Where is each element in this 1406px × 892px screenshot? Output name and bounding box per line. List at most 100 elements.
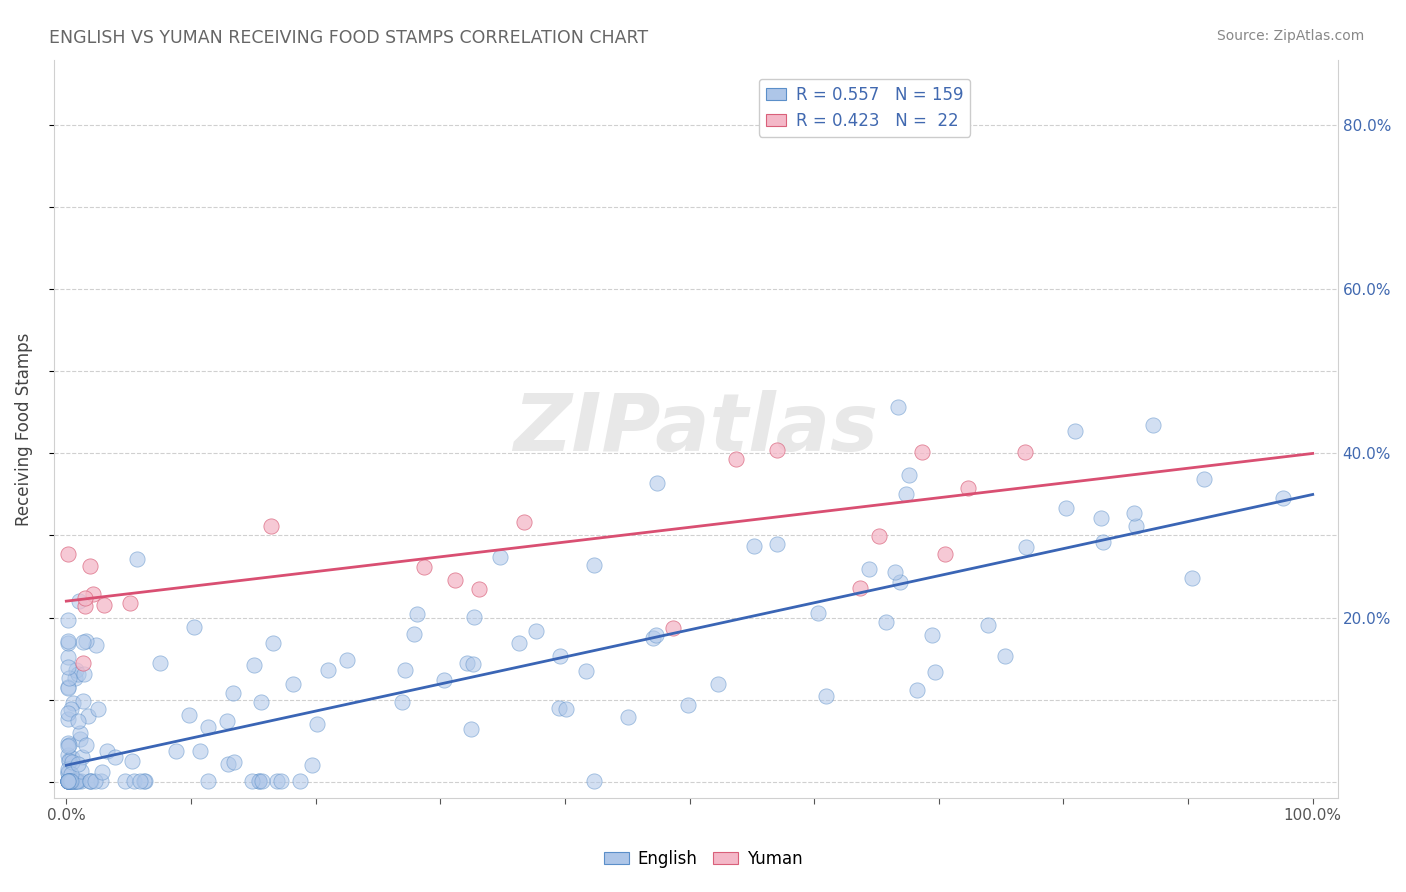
Point <box>1092 534 1115 549</box>
Point <box>1181 571 1204 585</box>
Point <box>87 702 110 716</box>
Point <box>868 529 890 543</box>
Point <box>197 720 219 734</box>
Point <box>645 475 668 490</box>
Point <box>65 773 87 788</box>
Point <box>149 656 172 670</box>
Point <box>197 773 219 788</box>
Point <box>583 773 606 788</box>
Point <box>58 650 80 665</box>
Point <box>66 756 89 771</box>
Point <box>56 633 79 648</box>
Point <box>91 765 114 780</box>
Point <box>58 773 80 788</box>
Point <box>548 648 571 663</box>
Point <box>575 664 598 678</box>
Point <box>215 714 238 729</box>
Point <box>60 773 83 788</box>
Point <box>316 663 339 677</box>
Point <box>56 659 79 673</box>
Point <box>63 773 86 788</box>
Point <box>56 766 79 780</box>
Point <box>288 773 311 788</box>
Point <box>765 537 787 551</box>
Point <box>402 627 425 641</box>
Point <box>56 706 79 720</box>
Point <box>1063 424 1085 438</box>
Point <box>56 773 79 788</box>
Point <box>898 467 921 482</box>
Point <box>413 559 436 574</box>
Point <box>222 755 245 769</box>
Point <box>56 773 79 788</box>
Point <box>60 755 83 769</box>
Point <box>460 723 482 737</box>
Point <box>305 717 328 731</box>
Point <box>301 758 323 772</box>
Point <box>63 773 86 788</box>
Point <box>250 773 273 788</box>
Point <box>247 773 270 788</box>
Point <box>444 573 467 587</box>
Point <box>125 552 148 566</box>
Point <box>249 695 271 709</box>
Point <box>69 725 91 739</box>
Point <box>58 762 80 776</box>
Point <box>66 773 89 788</box>
Point <box>75 634 97 648</box>
Point <box>662 622 685 636</box>
Point <box>240 773 263 788</box>
Point <box>58 671 80 685</box>
Legend: R = 0.557   N = 159, R = 0.423   N =  22: R = 0.557 N = 159, R = 0.423 N = 22 <box>759 79 970 136</box>
Point <box>188 744 211 758</box>
Point <box>887 401 910 415</box>
Point <box>765 443 787 458</box>
Point <box>58 754 80 768</box>
Point <box>994 648 1017 663</box>
Point <box>67 666 90 681</box>
Point <box>56 681 79 695</box>
Point <box>513 516 536 530</box>
Point <box>72 657 94 671</box>
Point <box>221 686 243 700</box>
Point <box>69 594 91 608</box>
Point <box>463 609 485 624</box>
Point <box>547 701 569 715</box>
Point <box>905 683 928 698</box>
Point <box>1015 540 1038 554</box>
Point <box>281 677 304 691</box>
Point <box>72 635 94 649</box>
Point <box>725 452 748 467</box>
Point <box>56 773 79 788</box>
Point <box>488 550 510 565</box>
Point <box>134 773 156 788</box>
Point <box>59 766 82 780</box>
Point <box>1014 445 1036 459</box>
Point <box>58 753 80 767</box>
Point <box>217 757 239 772</box>
Point <box>75 599 97 614</box>
Point <box>114 773 136 788</box>
Point <box>72 694 94 708</box>
Point <box>62 773 84 788</box>
Point <box>66 773 89 788</box>
Point <box>461 657 484 671</box>
Point <box>896 487 918 501</box>
Point <box>336 652 359 666</box>
Point <box>1142 417 1164 432</box>
Point <box>433 673 456 687</box>
Point <box>69 731 91 746</box>
Point <box>391 695 413 709</box>
Point <box>82 587 104 601</box>
Point <box>1090 511 1112 525</box>
Point <box>165 744 187 758</box>
Point <box>807 606 830 620</box>
Point <box>69 773 91 788</box>
Point <box>406 607 429 621</box>
Point <box>128 773 150 788</box>
Point <box>80 773 103 788</box>
Point <box>183 620 205 634</box>
Point <box>924 665 946 679</box>
Y-axis label: Receiving Food Stamps: Receiving Food Stamps <box>15 332 32 525</box>
Point <box>554 702 576 716</box>
